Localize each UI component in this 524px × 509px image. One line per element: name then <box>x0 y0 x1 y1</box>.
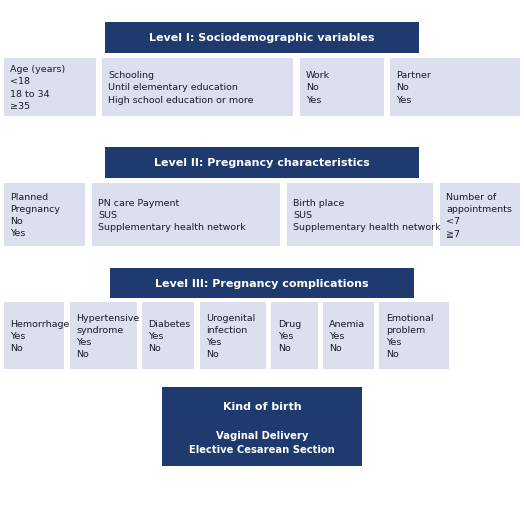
FancyBboxPatch shape <box>105 23 419 53</box>
Text: Vaginal Delivery
Elective Cesarean Section: Vaginal Delivery Elective Cesarean Secti… <box>189 430 335 455</box>
FancyBboxPatch shape <box>390 59 520 117</box>
FancyBboxPatch shape <box>4 59 96 117</box>
Text: Hypertensive
syndrome
Yes
No: Hypertensive syndrome Yes No <box>76 313 139 359</box>
Text: PN care Payment
SUS
Supplementary health network: PN care Payment SUS Supplementary health… <box>98 199 246 232</box>
Text: Drug
Yes
No: Drug Yes No <box>278 319 301 353</box>
FancyBboxPatch shape <box>105 148 419 178</box>
Text: Work
No
Yes: Work No Yes <box>306 71 330 104</box>
FancyBboxPatch shape <box>287 183 433 247</box>
Text: Planned
Pregnancy
No
Yes: Planned Pregnancy No Yes <box>10 192 60 238</box>
FancyBboxPatch shape <box>4 303 64 369</box>
FancyBboxPatch shape <box>323 303 374 369</box>
FancyBboxPatch shape <box>162 387 362 466</box>
Text: Hemorrhage
Yes
No: Hemorrhage Yes No <box>10 319 70 353</box>
Text: Schooling
Until elementary education
High school education or more: Schooling Until elementary education Hig… <box>108 71 254 104</box>
Text: Partner
No
Yes: Partner No Yes <box>396 71 431 104</box>
Text: Number of
appointments
<7
≧7: Number of appointments <7 ≧7 <box>446 192 512 238</box>
FancyBboxPatch shape <box>271 303 318 369</box>
FancyBboxPatch shape <box>379 303 449 369</box>
FancyBboxPatch shape <box>92 183 280 247</box>
Text: Anemia
Yes
No: Anemia Yes No <box>329 319 365 353</box>
Text: Urogenital
infection
Yes
No: Urogenital infection Yes No <box>206 313 255 359</box>
FancyBboxPatch shape <box>4 183 85 247</box>
FancyBboxPatch shape <box>102 59 293 117</box>
FancyBboxPatch shape <box>110 268 414 299</box>
Text: Level III: Pregnancy complications: Level III: Pregnancy complications <box>155 278 369 289</box>
Text: Age (years)
<18
18 to 34
≥35: Age (years) <18 18 to 34 ≥35 <box>10 65 66 110</box>
FancyBboxPatch shape <box>440 183 520 247</box>
FancyBboxPatch shape <box>70 303 137 369</box>
Text: Diabetes
Yes
No: Diabetes Yes No <box>148 319 191 353</box>
FancyBboxPatch shape <box>200 303 266 369</box>
FancyBboxPatch shape <box>300 59 384 117</box>
Text: Level II: Pregnancy characteristics: Level II: Pregnancy characteristics <box>154 158 370 168</box>
Text: Emotional
problem
Yes
No: Emotional problem Yes No <box>386 313 433 359</box>
Text: Birth place
SUS
Supplementary health network: Birth place SUS Supplementary health net… <box>293 199 441 232</box>
Text: Kind of birth: Kind of birth <box>223 402 301 412</box>
Text: Level I: Sociodemographic variables: Level I: Sociodemographic variables <box>149 33 375 43</box>
FancyBboxPatch shape <box>142 303 194 369</box>
